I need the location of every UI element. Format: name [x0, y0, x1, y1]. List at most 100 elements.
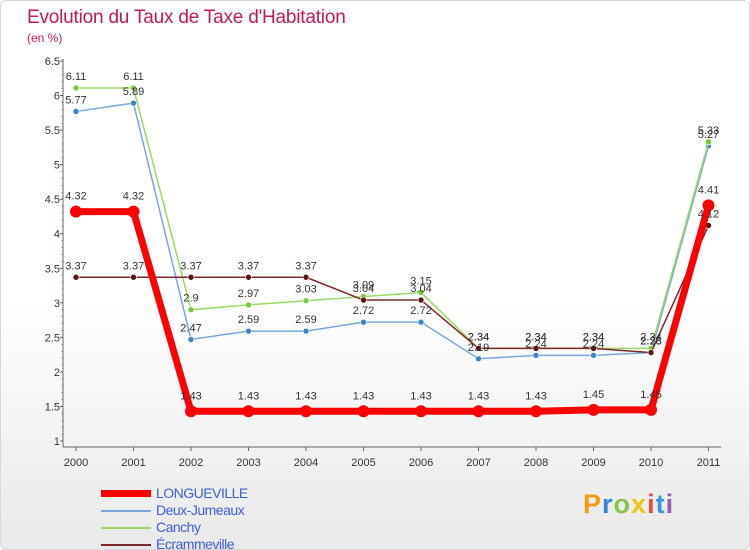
data-label: 1.45 — [640, 389, 661, 401]
data-label: 2.97 — [238, 288, 259, 300]
y-tick-label: 5.5 — [45, 125, 60, 137]
x-tick-label: 2000 — [64, 457, 88, 469]
data-label: 2.19 — [468, 342, 489, 354]
data-label: 5.77 — [65, 94, 86, 106]
data-point — [302, 297, 310, 305]
data-label: 1.43 — [468, 390, 489, 402]
data-label: 5.89 — [123, 86, 144, 98]
data-point — [530, 405, 542, 418]
data-label: 3.04 — [353, 283, 374, 295]
logo-letter: o — [613, 489, 632, 519]
data-point — [187, 273, 195, 281]
data-label: 3.15 — [410, 275, 431, 287]
data-label: 3.03 — [295, 284, 316, 296]
data-label: 4.12 — [698, 208, 719, 220]
data-label: 4.32 — [65, 191, 86, 203]
data-label: 1.43 — [238, 390, 259, 402]
x-tick-label: 2007 — [466, 457, 490, 469]
data-point — [590, 352, 597, 359]
y-tick-label: 3 — [54, 298, 60, 310]
data-label: 2.28 — [640, 336, 661, 348]
data-label: 2.24 — [583, 338, 604, 350]
legend-swatch-longueville — [101, 490, 151, 497]
legend-label-canchy: Canchy — [156, 519, 201, 535]
data-point — [417, 318, 425, 326]
data-label: 4.32 — [123, 191, 144, 203]
legend-item-canchy: Canchy — [101, 519, 321, 536]
data-point — [417, 289, 425, 296]
data-point — [302, 327, 310, 335]
logo-letter: x — [631, 489, 648, 519]
data-label: 6.11 — [123, 71, 144, 83]
value-labels: 4.32 4.32 1.43 1.43 1.43 1.43 1.43 1.43 1.43 1.45… — [65, 71, 719, 402]
data-label: 2.47 — [180, 322, 201, 334]
y-tick-label: 1.5 — [45, 401, 60, 413]
data-label: 1.43 — [525, 390, 546, 402]
series-line-2 — [76, 87, 710, 350]
legend-item-longueville: LONGUEVILLE — [101, 485, 321, 502]
logo-letter: t — [655, 489, 666, 519]
data-label: 5.33 — [698, 125, 719, 137]
data-point — [645, 403, 657, 416]
data-label: 3.37 — [295, 260, 316, 272]
data-point — [587, 403, 600, 416]
legend-label-longueville: LONGUEVILLE — [156, 485, 248, 501]
logo-letter: r — [602, 489, 614, 519]
x-tick-label: 2010 — [639, 457, 663, 469]
logo-letter: i — [665, 489, 675, 519]
legend-item-deux-jumeaux: Deux-Jumeaux — [101, 502, 321, 519]
data-label: 3.37 — [65, 260, 86, 272]
y-tick-label: 5 — [54, 160, 60, 172]
legend-swatch-ecrammeville — [101, 544, 151, 546]
x-tick-label: 2003 — [236, 457, 260, 469]
data-point — [357, 405, 370, 418]
data-label: 2.28 — [640, 336, 661, 348]
data-point — [300, 405, 312, 418]
data-label: 2.72 — [410, 305, 431, 317]
x-tick-label: 2001 — [121, 457, 145, 469]
legend-swatch-canchy — [101, 527, 151, 529]
data-point — [415, 405, 427, 418]
data-label: 3.04 — [410, 283, 431, 295]
logo-letter: i — [647, 489, 656, 519]
x-tick-label: 2005 — [351, 457, 375, 469]
series-line-0 — [76, 204, 712, 415]
data-label: 1.43 — [295, 390, 316, 402]
data-label: 1.43 — [353, 390, 374, 402]
data-point — [472, 405, 485, 418]
x-tick-label: 2004 — [294, 457, 318, 469]
data-label: 5.27 — [698, 129, 719, 141]
data-label: 6.11 — [66, 71, 87, 83]
axes: 1 1.5 2 2.5 3 3.5 4 4.5 5 5.5 6 6.5 2000 2001 2002 2003… — [45, 56, 721, 469]
chart-title: Evolution du Taux de Taxe d'Habitation — [27, 7, 346, 28]
data-point — [72, 108, 80, 115]
x-tick-label: 2011 — [697, 457, 721, 469]
data-point — [532, 345, 540, 352]
data-point — [72, 273, 80, 281]
data-point — [245, 327, 252, 335]
data-point — [130, 84, 137, 92]
y-tick-label: 4 — [54, 229, 60, 241]
data-label: 3.37 — [123, 260, 144, 272]
data-label: 2.59 — [238, 314, 259, 326]
data-label: 2.34 — [525, 331, 546, 343]
y-tick-label: 1 — [54, 436, 60, 448]
series-line-1 — [75, 102, 710, 360]
y-tick-label: 3.5 — [45, 263, 60, 275]
data-point — [242, 405, 255, 418]
x-tick-label: 2006 — [409, 457, 433, 469]
legend-label-deux-jumeaux: Deux-Jumeaux — [156, 502, 245, 518]
x-tick-label: 2009 — [581, 457, 605, 469]
data-label: 2.34 — [525, 331, 546, 343]
data-label: 2.34 — [468, 331, 489, 343]
data-point — [475, 345, 482, 352]
data-point — [127, 205, 140, 218]
data-label: 2.59 — [295, 314, 316, 326]
data-label: 1.45 — [583, 389, 604, 401]
y-tick-label: 2 — [54, 367, 60, 379]
data-point — [187, 336, 195, 343]
data-point — [360, 318, 367, 326]
data-label: 1.43 — [180, 390, 201, 402]
data-point — [647, 349, 655, 356]
